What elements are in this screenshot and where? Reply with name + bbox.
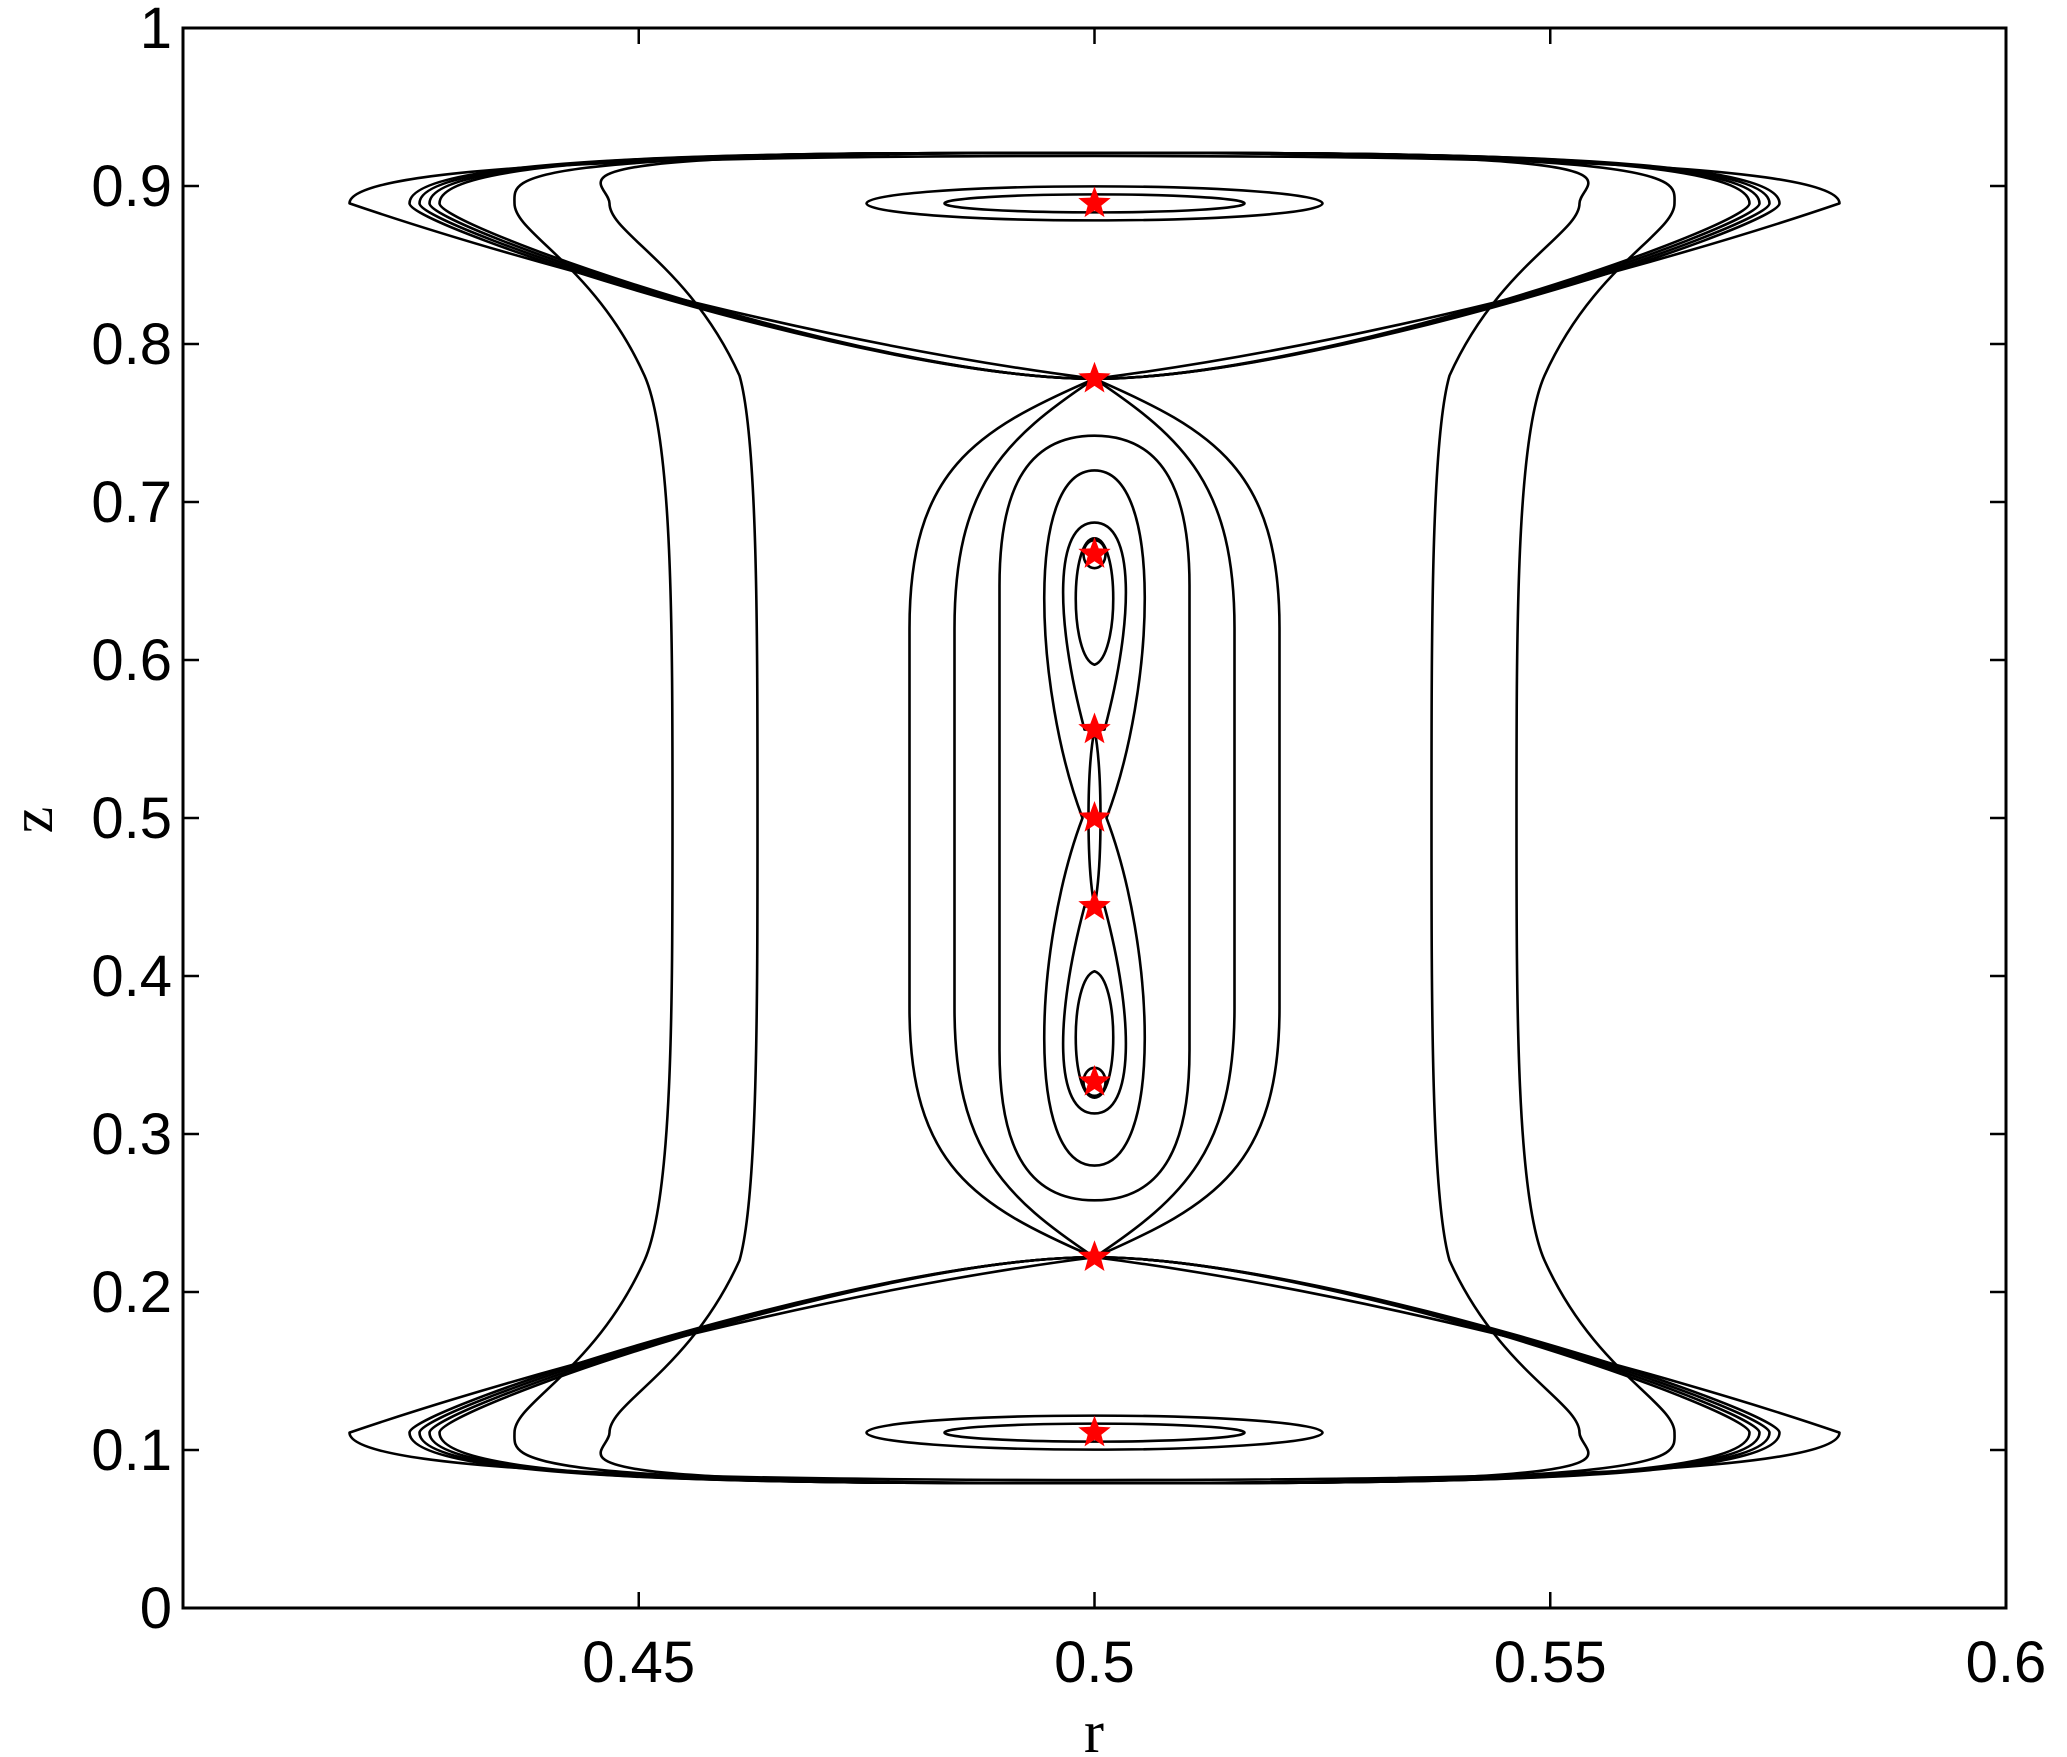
- axis-ticks: 0.45 0.5 0.55 0.6 0 0.1 0.2 0.3 0.4 0.5 0.6 0.7 0.8 0…: [91, 0, 2046, 1695]
- y-tick-label: 0.6: [91, 628, 172, 693]
- y-tick-label: 0.3: [91, 1102, 172, 1167]
- stagnation-markers: [1078, 186, 1111, 1447]
- stagnation-point-marker: [1078, 889, 1111, 921]
- stagnation-point-marker: [1078, 361, 1111, 393]
- streamline-bottom-lobe-3: [408, 1255, 1781, 1485]
- y-tick-label: 0.8: [91, 312, 172, 377]
- y-tick-label: 0.1: [91, 1418, 172, 1483]
- streamlines: [348, 151, 1841, 1485]
- streamline-central-loop-1: [998, 434, 1191, 1202]
- x-tick-label: 0.6: [1966, 1630, 2047, 1695]
- streamline-top-lobe-3: [408, 151, 1781, 381]
- stagnation-point-marker: [1078, 1064, 1111, 1096]
- stagnation-point-marker: [1078, 1415, 1111, 1447]
- streamline-upper-pear-inner: [1074, 537, 1115, 667]
- stagnation-point-marker: [1078, 801, 1111, 832]
- streamline-figure-eight: [1043, 469, 1146, 1167]
- y-tick-label: 0.9: [91, 154, 172, 219]
- y-tick-label: 0.4: [91, 944, 172, 1009]
- x-tick-label: 0.45: [582, 1630, 695, 1695]
- y-tick-label: 0.2: [91, 1260, 172, 1325]
- stagnation-point-marker: [1078, 186, 1111, 218]
- y-tick-label: 0: [140, 1576, 172, 1641]
- streamline-lower-pear-inner: [1074, 969, 1115, 1099]
- stagnation-point-marker: [1078, 1240, 1111, 1271]
- streamline-top-ellipse-outer: [865, 185, 1324, 222]
- x-tick-label: 0.55: [1494, 1630, 1607, 1695]
- y-tick-label: 0.5: [91, 786, 172, 851]
- x-tick-label: 0.5: [1054, 1630, 1135, 1695]
- x-axis-label: r: [1084, 1699, 1104, 1757]
- y-tick-label: 1: [140, 0, 172, 61]
- stagnation-point-marker: [1078, 537, 1111, 568]
- streamline-lobe-outer-0: [348, 154, 1841, 381]
- streamline-lobe-outer-1: [348, 1255, 1841, 1482]
- y-axis-label: z: [0, 807, 65, 834]
- stagnation-point-marker: [1078, 712, 1111, 744]
- y-tick-label: 0.7: [91, 470, 172, 535]
